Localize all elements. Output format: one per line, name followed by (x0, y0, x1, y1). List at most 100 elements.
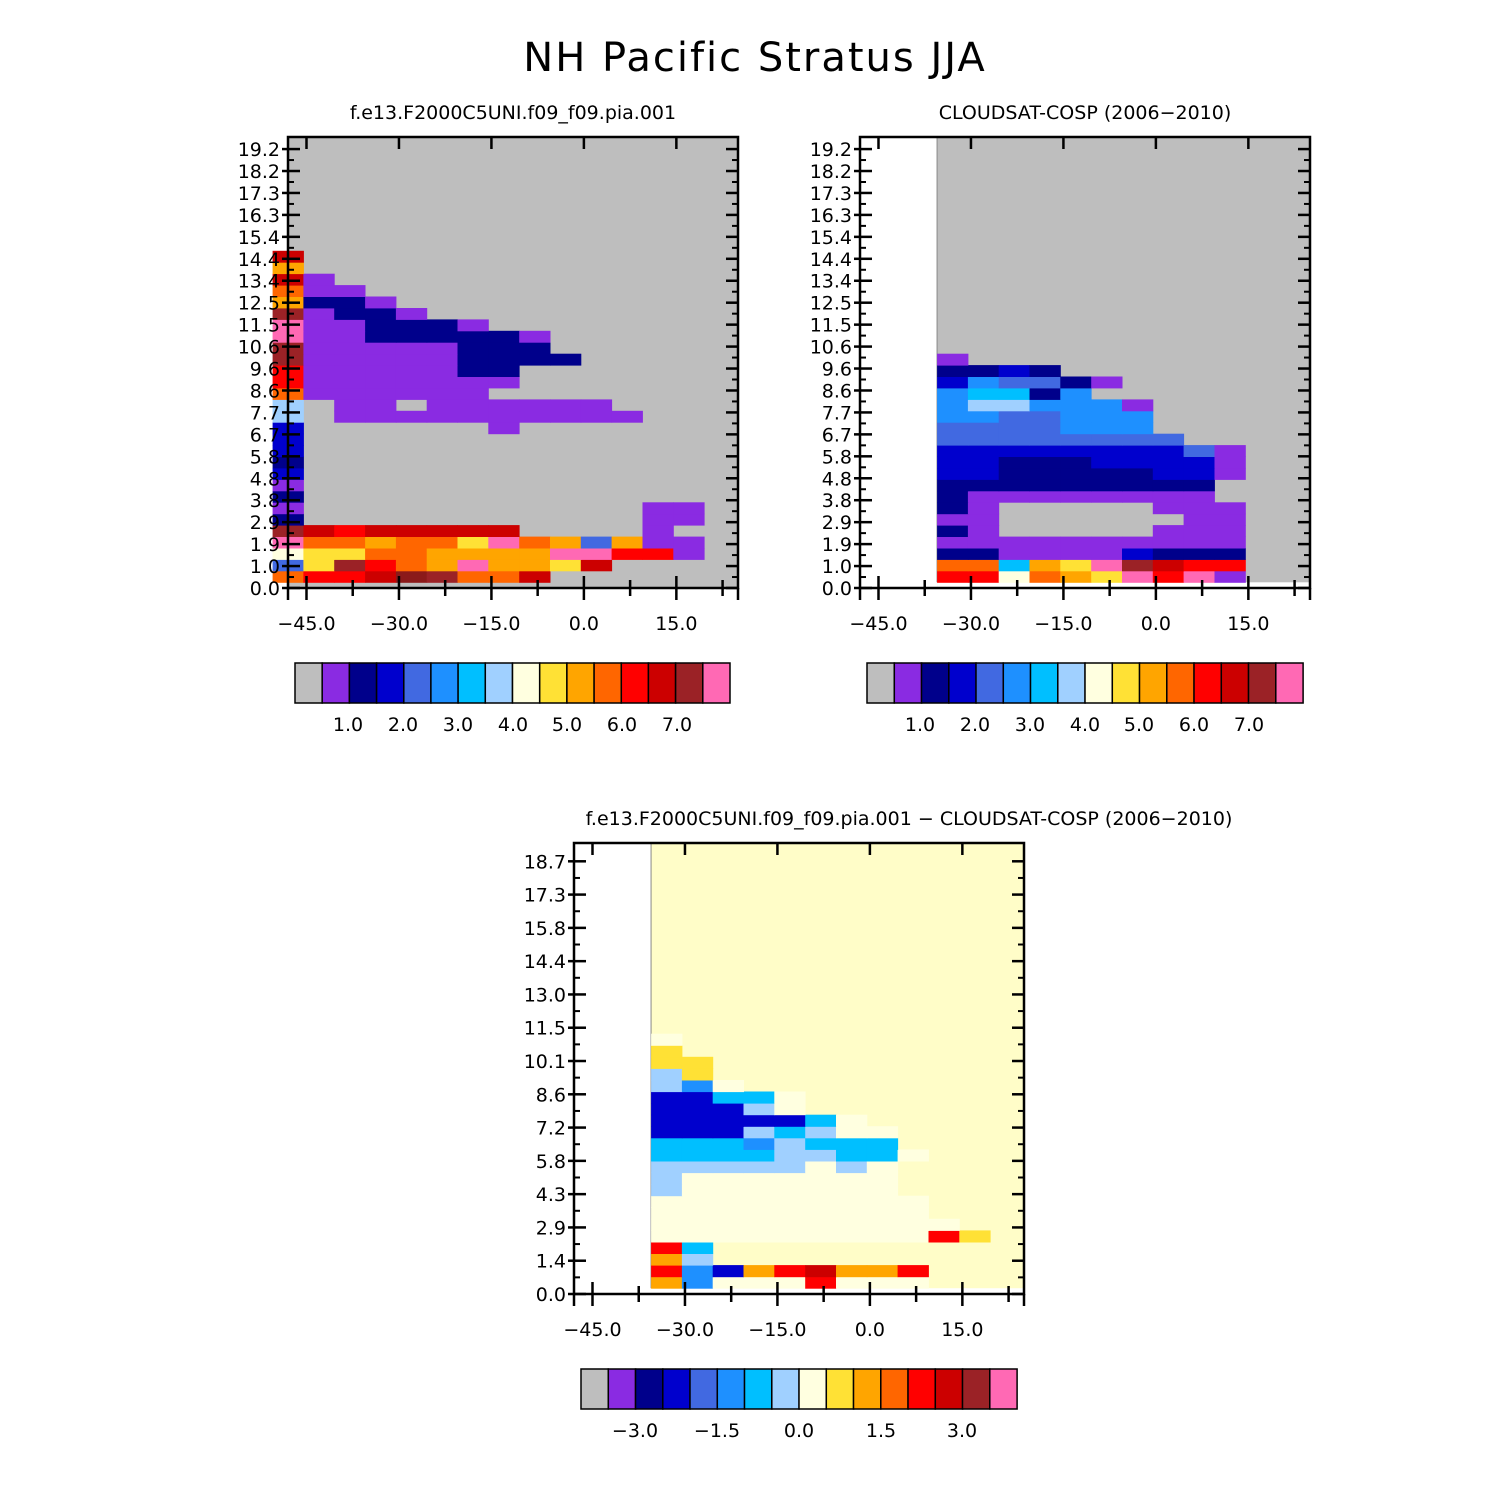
heatmap-cell (1183, 490, 1215, 503)
heatmap-cell (1214, 468, 1246, 480)
heatmap-cell (457, 410, 489, 423)
heatmap-cell (334, 330, 366, 343)
heatmap-cell (426, 330, 458, 343)
heatmap-cell (488, 559, 520, 572)
heatmap-cell (681, 1218, 714, 1231)
heatmap-cell (937, 468, 969, 480)
heatmap-cell (426, 536, 458, 549)
x-tick-label: 15.0 (1227, 613, 1269, 635)
heatmap-cell (1183, 468, 1215, 480)
figure-title: NH Pacific Stratus JJA (523, 35, 986, 81)
heatmap-cell (805, 1265, 837, 1278)
heatmap-cell (550, 559, 582, 572)
heatmap-cell (334, 559, 366, 572)
colorbar-bin (607, 1368, 637, 1410)
x-tick-label: 0.0 (1141, 613, 1171, 635)
heatmap-cell (805, 1172, 837, 1185)
heatmap-cell (774, 1218, 806, 1231)
colorbar-bin (430, 662, 459, 704)
heatmap-cell (937, 570, 969, 583)
colorbar-bin (866, 662, 896, 704)
colorbar-label: 1.0 (905, 714, 935, 736)
heatmap-cell (1029, 468, 1061, 480)
heatmap-cell (805, 1184, 837, 1197)
y-tick-label: 1.4 (536, 1251, 566, 1273)
heatmap-cell (457, 548, 489, 560)
y-tick-label: 1.0 (250, 556, 280, 578)
heatmap-cell (303, 365, 335, 377)
y-tick-label: 0.0 (822, 578, 852, 600)
heatmap-cell (1060, 490, 1092, 503)
heatmap-cell (681, 1195, 714, 1208)
heatmap-cell (967, 479, 1000, 492)
heatmap-cell (743, 1114, 775, 1127)
heatmap-cell (774, 1103, 806, 1116)
heatmap-cell (681, 1265, 714, 1278)
colorbar-bin (689, 1368, 719, 1410)
heatmap-cell (712, 1161, 744, 1174)
colorbar-bin (538, 662, 568, 704)
heatmap-cell (967, 433, 1000, 446)
heatmap-cell (395, 559, 428, 572)
heatmap-cell (303, 376, 335, 389)
heatmap-cell (1029, 536, 1061, 549)
heatmap-cell (1091, 445, 1123, 457)
heatmap-cell (836, 1172, 868, 1185)
heatmap-cell (743, 1126, 775, 1139)
colorbar-bin (1138, 662, 1168, 704)
heatmap-cell (998, 570, 1030, 583)
heatmap-cell (1060, 536, 1092, 549)
heatmap-cell (457, 365, 489, 377)
heatmap-cell (836, 1126, 868, 1139)
heatmap-cell (681, 1137, 714, 1150)
heatmap-cell (365, 525, 397, 537)
heatmap-cell (395, 330, 428, 343)
heatmap-cell (365, 410, 397, 423)
heatmap-cell (519, 330, 551, 343)
colorbar: −3.0 −1.5 0.0 1.5 3.0 (580, 1368, 1018, 1442)
heatmap-cell (365, 330, 397, 343)
x-tick-label: −30.0 (942, 613, 1000, 635)
colorbar-label: 2.0 (388, 714, 418, 736)
heatmap-cell (395, 548, 428, 560)
heatmap-cell (426, 525, 458, 537)
heatmap-cell (1152, 445, 1185, 457)
colorbar-label: 6.0 (1179, 714, 1209, 736)
heatmap-cell (937, 422, 969, 435)
y-tick-label: 1.9 (250, 534, 280, 556)
y-tick-label: 14.4 (238, 249, 280, 271)
heatmap-cell (866, 1230, 899, 1243)
heatmap-cell (611, 410, 643, 423)
heatmap-cell (866, 1195, 899, 1208)
colorbar-bin (880, 1368, 909, 1410)
panel-title: f.e13.F2000C5UNI.f09_f09.pia.001 − CLOUD… (586, 808, 1233, 830)
heatmap-cell (805, 1149, 837, 1162)
colorbar-label: 4.0 (1070, 714, 1100, 736)
y-tick-label: 5.8 (250, 446, 280, 468)
heatmap-cell (488, 525, 520, 537)
x-tick-label: 0.0 (855, 1319, 885, 1341)
heatmap-cell (1060, 468, 1092, 480)
heatmap-cell (1152, 570, 1185, 583)
colorbar-bin (743, 1368, 773, 1410)
x-tick-label: −15.0 (748, 1319, 806, 1341)
heatmap-cell (651, 1137, 683, 1150)
y-tick-label: 13.4 (810, 271, 852, 293)
heatmap-cell (651, 1184, 683, 1197)
heatmap-cell (1214, 513, 1246, 526)
colorbar-bin (920, 662, 950, 704)
heatmap-cell (897, 1265, 929, 1278)
colorbar-label: 7.0 (662, 714, 692, 736)
heatmap-cell (836, 1184, 868, 1197)
heatmap-cell (303, 548, 335, 560)
heatmap-cell (836, 1149, 868, 1162)
heatmap-cell (651, 1161, 683, 1174)
heatmap-cell (937, 548, 969, 560)
colorbar-bin (348, 662, 378, 704)
heatmap-cell (937, 433, 969, 446)
heatmap-cell (365, 342, 397, 355)
heatmap-cell (1122, 422, 1154, 435)
x-tick-label: 15.0 (941, 1319, 983, 1341)
colorbar-bin (484, 662, 514, 704)
panel-1: 0.01.01.92.93.84.85.86.77.78.69.610.611.… (238, 102, 740, 736)
